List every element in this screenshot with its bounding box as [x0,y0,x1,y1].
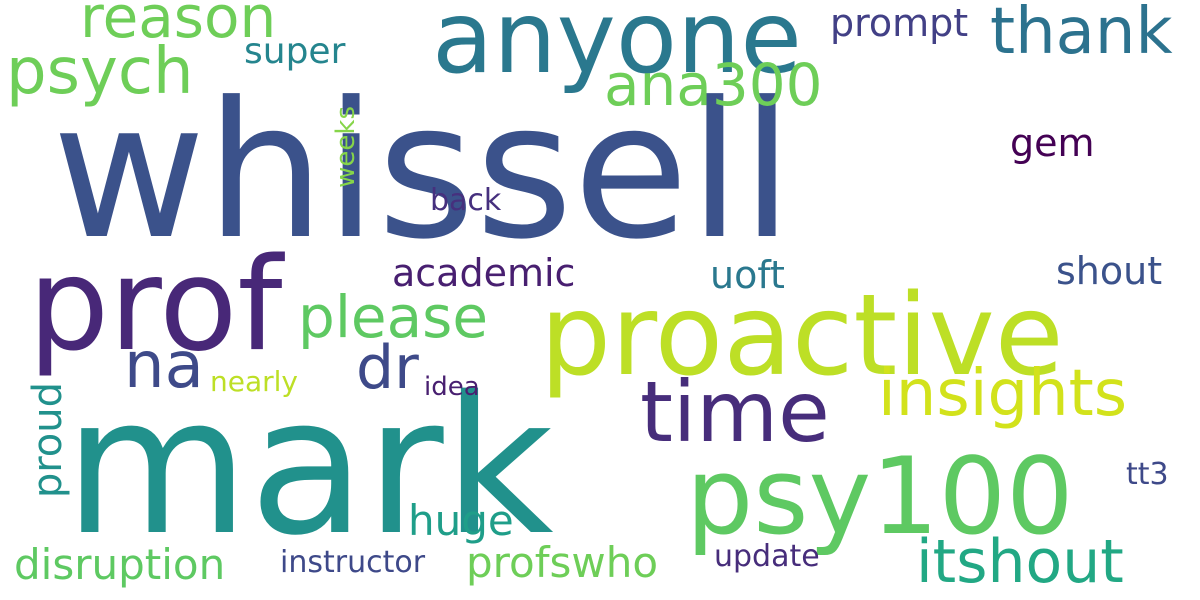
word-reason: reason [80,0,277,51]
word-time: time [640,363,830,461]
word-idea: idea [424,372,480,402]
word-dr: dr [356,333,419,403]
word-thank: thank [990,0,1173,69]
word-na: na [124,329,204,403]
word-instructor: instructor [280,545,426,580]
word-back: back [430,183,502,218]
word-uoft: uoft [710,253,785,297]
word-academic: academic [392,251,576,295]
word-whissell: whissell [52,62,794,281]
word-insights: insights [878,357,1128,431]
word-tt3: tt3 [1126,457,1169,492]
word-super: super [244,31,346,72]
word-profswho: profswho [466,538,659,587]
word-proud: proud [25,382,71,499]
word-nearly: nearly [210,365,298,398]
word-proactive: proactive [540,271,1064,401]
word-weeks: weeks [331,106,361,188]
word-disruption: disruption [14,540,226,589]
word-itshout: itshout [916,527,1124,597]
word-huge: huge [408,496,514,545]
word-anyone: anyone [432,0,802,96]
word-psych: psych [6,35,194,109]
word-update: update [714,539,820,574]
word-ana300: ana300 [604,51,823,119]
word-psy100: psy100 [686,435,1074,558]
word-gem: gem [1010,121,1095,165]
word-please: please [298,283,489,351]
word-prof: prof [28,231,283,380]
word-shout: shout [1056,249,1163,293]
word-mark: mark [64,356,554,577]
word-prompt: prompt [830,1,969,45]
